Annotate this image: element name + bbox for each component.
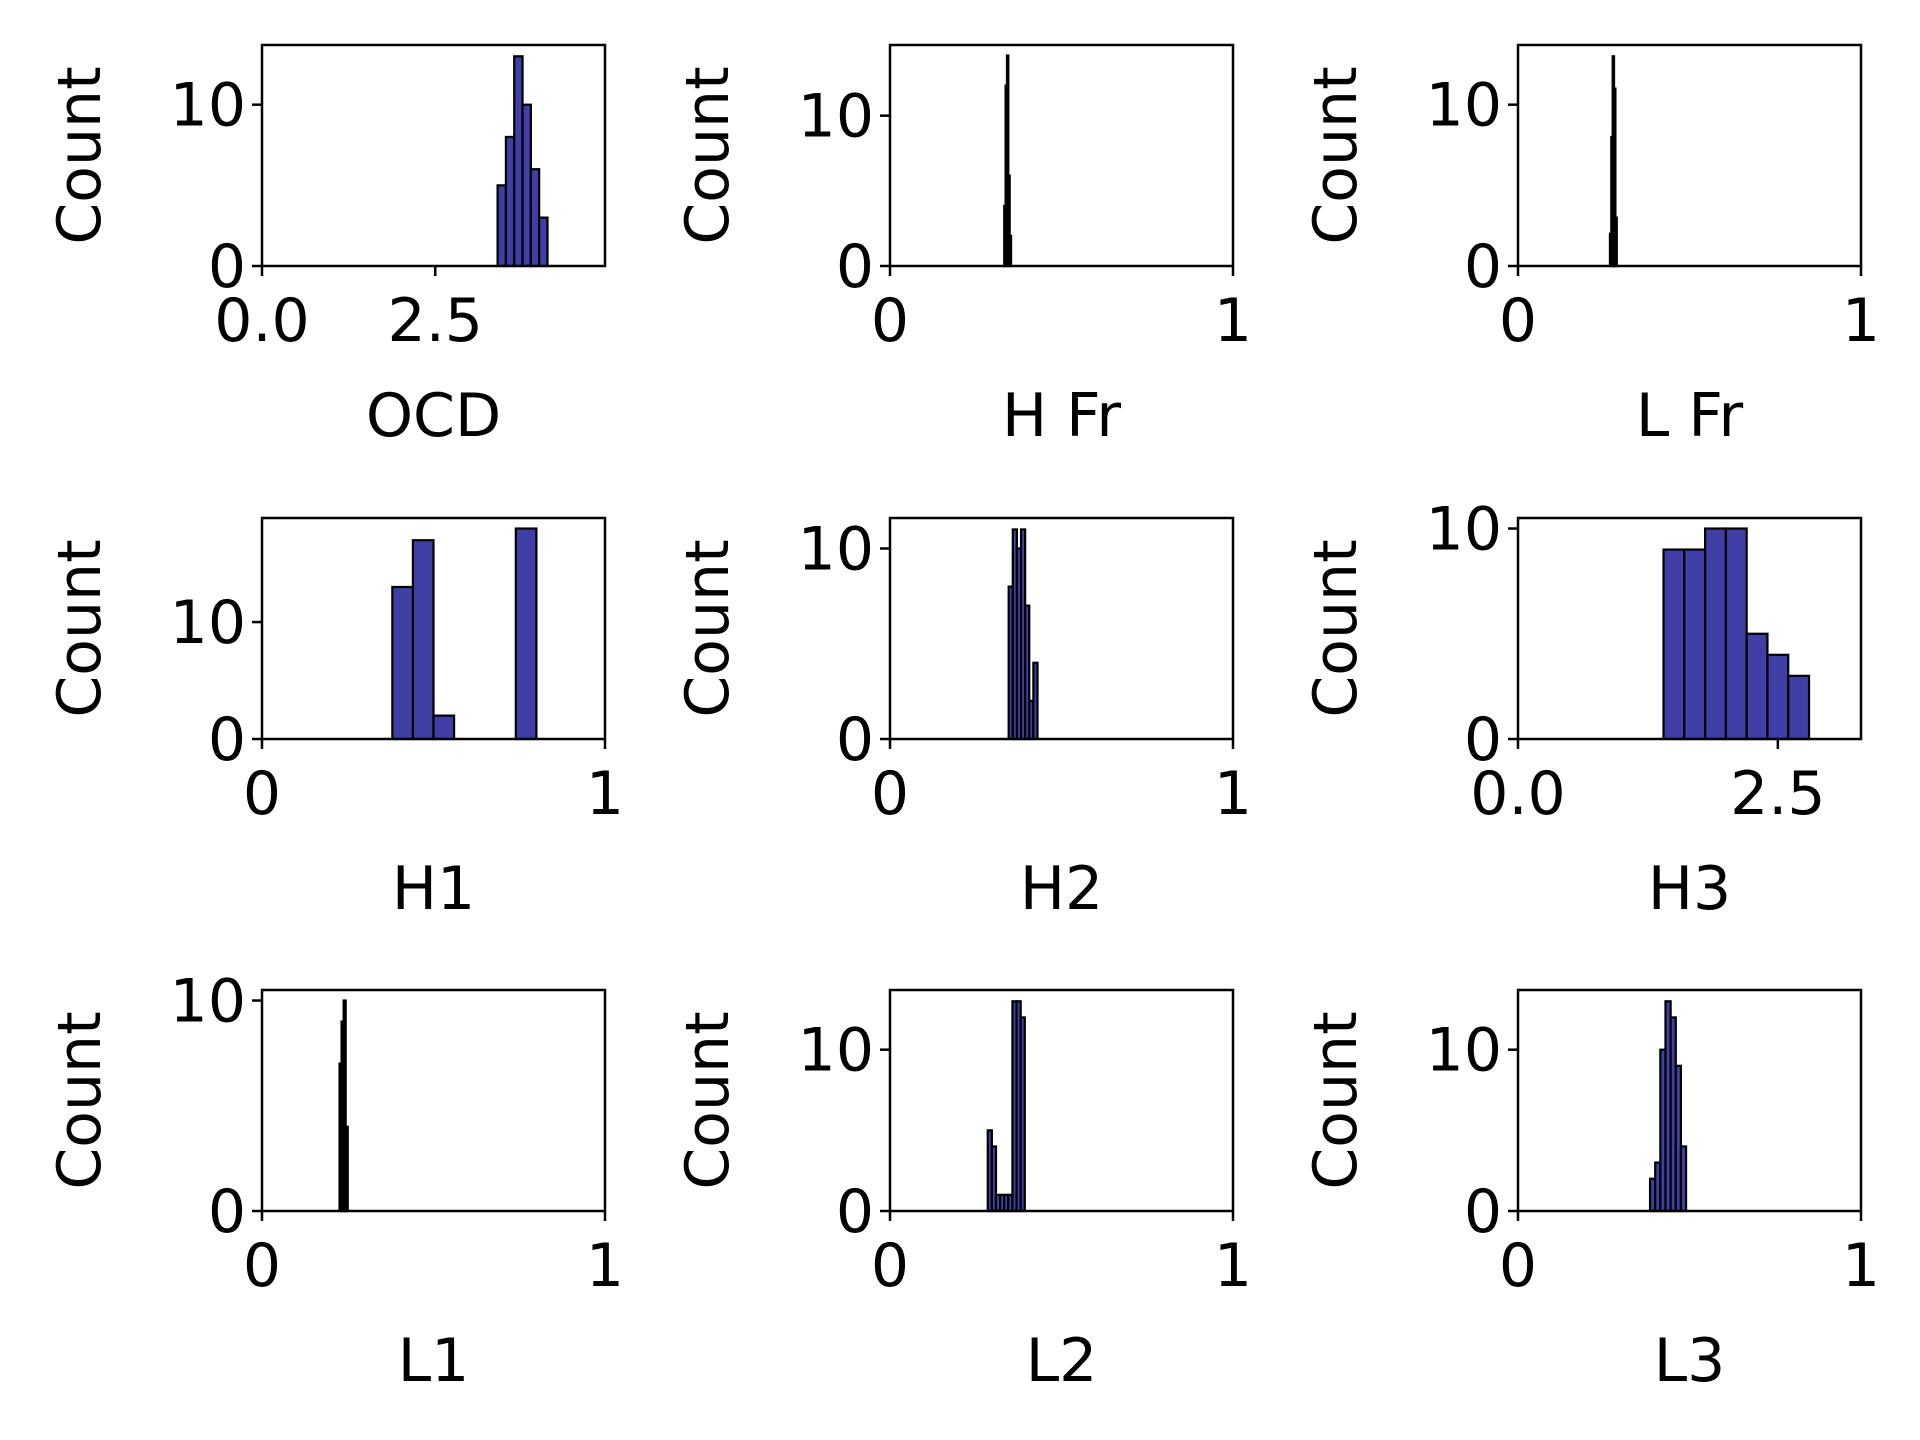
y-tick-label: 10 [170,71,246,141]
histogram-bar [514,527,538,741]
x-tick-label: 1 [586,1231,624,1301]
axes-frame [1516,516,1863,741]
x-tick-label: 0 [1499,286,1537,356]
histogram-bar [513,55,524,268]
x-tick-label: 0.0 [1470,759,1565,829]
x-tick-label: 1 [1214,759,1252,829]
histogram-bar [1019,1016,1026,1213]
y-tick-label: 10 [798,1016,874,1086]
x-axis-label: H2 [1020,854,1103,924]
y-tick-label: 10 [170,588,246,658]
axes-frame [260,43,607,268]
histogram-bar [1679,1145,1688,1213]
x-axis-label: H Fr [1002,381,1121,451]
x-tick-label: 0 [871,286,909,356]
axes-frame [888,988,1235,1213]
axes-frame [260,988,607,1213]
x-tick-label: 1 [1842,286,1880,356]
x-tick-label: 1 [1214,1231,1252,1301]
y-tick-label: 10 [170,967,246,1037]
y-tick-label: 10 [798,514,874,584]
x-tick-label: 0 [871,759,909,829]
histogram-bar [344,1125,349,1213]
y-tick-label: 0 [836,705,874,775]
x-tick-label: 2.5 [388,286,483,356]
x-tick-label: 1 [1214,286,1252,356]
histogram-bar [411,539,435,741]
histogram-bar [1787,674,1811,741]
histogram-bar [1703,527,1727,741]
y-axis-label: Count [1301,66,1371,244]
y-tick-label: 10 [1426,1016,1502,1086]
histogram-bar [1766,653,1790,741]
axes-frame [1516,988,1863,1213]
x-tick-label: 0 [243,759,281,829]
x-tick-label: 0 [243,1231,281,1301]
x-tick-label: 1 [1842,1231,1880,1301]
x-axis-label: OCD [366,381,501,451]
y-tick-label: 0 [208,1177,246,1247]
y-tick-label: 0 [836,232,874,302]
y-tick-label: 0 [208,705,246,775]
histogram-bar [496,184,508,268]
histogram-bar [1008,234,1013,268]
axes-frame [888,43,1235,268]
histogram-bar [432,714,456,741]
y-tick-label: 10 [798,82,874,152]
y-tick-label: 10 [1426,71,1502,141]
histogram-bar [504,135,516,268]
subplot-h3: 0.0 2.5 0 10 H3 Count [1301,495,1863,924]
y-tick-label: 0 [1464,1177,1502,1247]
x-axis-label: L2 [1026,1326,1098,1396]
y-tick-label: 0 [208,232,246,302]
x-tick-label: 0 [1499,1231,1537,1301]
y-axis-label: Count [673,1011,743,1189]
y-tick-label: 0 [836,1177,874,1247]
histogram-bar [1745,632,1769,741]
y-axis-label: Count [45,539,115,717]
histogram-bar [1662,548,1686,741]
histogram-bar [391,585,415,741]
axes-frame [1516,43,1863,268]
y-axis-label: Count [1301,1011,1371,1189]
x-axis-label: L Fr [1636,381,1744,451]
subplot-ocd: 0.0 2.5 0 10 OCD Count [45,43,607,451]
histogram-bar [529,168,541,268]
axes-frame [888,516,1235,741]
x-axis-label: H3 [1648,854,1731,924]
x-axis-label: L3 [1654,1326,1726,1396]
y-axis-label: Count [45,1011,115,1189]
histogram-bar [521,103,532,268]
y-tick-label: 10 [1426,495,1502,565]
x-tick-label: 0.0 [214,286,309,356]
y-axis-label: Count [45,66,115,244]
x-axis-label: H1 [392,854,475,924]
y-axis-label: Count [673,66,743,244]
x-tick-label: 1 [586,759,624,829]
histogram-bar [538,216,549,268]
histogram-bar [1724,527,1748,741]
x-axis-label: L1 [398,1326,470,1396]
histogram-bar [1032,661,1039,741]
histogram-bar [1614,216,1618,268]
y-tick-label: 0 [1464,705,1502,775]
y-axis-label: Count [673,539,743,717]
y-axis-label: Count [1301,539,1371,717]
x-tick-label: 0 [871,1231,909,1301]
x-tick-label: 2.5 [1730,759,1825,829]
histogram-bar [1683,548,1707,741]
axes-frame [260,516,607,741]
y-tick-label: 0 [1464,232,1502,302]
